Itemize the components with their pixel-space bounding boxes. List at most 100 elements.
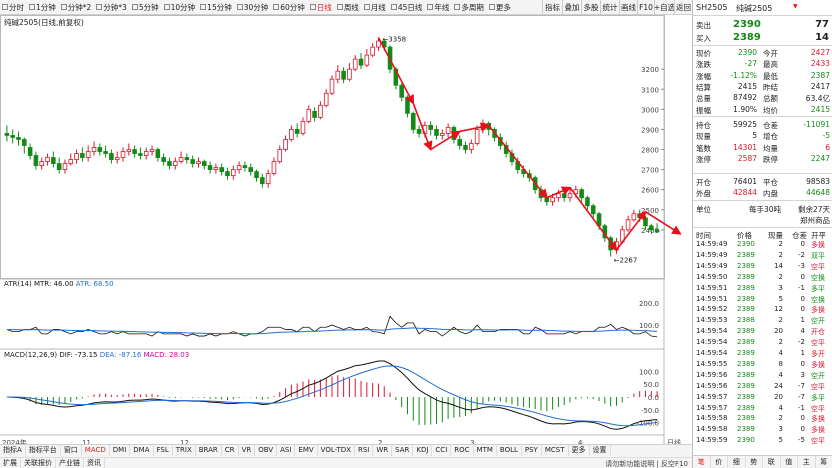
indicator-tab[interactable]: VOL-TDX: [318, 445, 355, 456]
period-button[interactable]: 15分钟: [200, 2, 232, 13]
quote-value: 2387: [810, 70, 830, 80]
period-button[interactable]: 周线: [336, 2, 359, 13]
candle: [56, 157, 62, 174]
period-button[interactable]: 10分钟: [163, 2, 195, 13]
period-button[interactable]: 分钟*2: [60, 2, 91, 13]
indicator-tab[interactable]: DMA: [130, 445, 154, 456]
indicator-tab[interactable]: SAR: [392, 445, 414, 456]
candle: [614, 237, 619, 254]
extension-tab[interactable]: 扩展: [0, 458, 21, 468]
indicator-tab[interactable]: MCST: [542, 445, 569, 456]
trend-arrow[interactable]: [412, 103, 433, 152]
quote-label: 现量: [696, 132, 711, 142]
indicator-tab[interactable]: BRAR: [196, 445, 222, 456]
toolbar-button[interactable]: F10: [637, 0, 654, 15]
checkbox-icon: [363, 4, 370, 10]
candle: [358, 53, 364, 70]
quote-tab[interactable]: 势: [746, 456, 763, 468]
trend-arrow[interactable]: [488, 124, 548, 199]
date-label: 12: [180, 439, 189, 447]
trend-arrow[interactable]: [569, 187, 618, 252]
indicator-tab[interactable]: MACD: [82, 445, 110, 456]
toolbar-button[interactable]: +自选: [654, 0, 675, 15]
quote-label: 外盘: [696, 189, 711, 199]
period-button[interactable]: 多周期: [454, 2, 484, 13]
quote-tab[interactable]: 细: [728, 456, 746, 468]
indicator-tab[interactable]: 指标A: [0, 445, 26, 456]
indicator-tab[interactable]: ROC: [451, 445, 474, 456]
period-button[interactable]: 日线: [309, 2, 332, 13]
extension-tab[interactable]: 产业链: [56, 458, 84, 468]
quote-tab[interactable]: 筹: [816, 456, 832, 468]
period-button[interactable]: 分时: [2, 2, 24, 13]
trend-arrow[interactable]: [459, 122, 491, 133]
price-tick-label: 2400: [641, 227, 659, 235]
indicator-tab[interactable]: FSL: [154, 445, 173, 456]
quote-tab[interactable]: 联: [763, 456, 781, 468]
period-button[interactable]: 1分钟: [29, 2, 56, 13]
candle: [132, 145, 137, 158]
indicator-tab[interactable]: OBV: [255, 445, 278, 456]
quote-value: 5: [752, 131, 757, 141]
trend-arrow[interactable]: [615, 210, 647, 251]
price-tick-label: 3000: [641, 106, 659, 114]
quote-tab[interactable]: 笔: [693, 456, 711, 468]
toolbar-button[interactable]: 统计: [600, 0, 619, 15]
trend-arrow[interactable]: [430, 130, 462, 151]
period-button[interactable]: 45日线: [390, 2, 422, 13]
tick-row: 14:59:51 2389 5 0 空换: [693, 295, 832, 305]
checkbox-icon: [236, 4, 243, 10]
indicator-tab[interactable]: CR: [222, 445, 239, 456]
candle: [352, 55, 358, 72]
high-price-label: ←3358: [382, 35, 406, 43]
indicator-tab[interactable]: PSY: [522, 445, 542, 456]
tick-price: 2389: [737, 359, 755, 368]
indicator-tab[interactable]: 更多: [569, 445, 590, 456]
extension-tab[interactable]: 资讯: [84, 458, 105, 468]
period-button[interactable]: 30分钟: [236, 2, 268, 13]
quote-tab[interactable]: 主: [798, 456, 816, 468]
indicator-tab[interactable]: WR: [373, 445, 393, 456]
indicator-tab[interactable]: ASI: [277, 445, 296, 456]
trend-arrow[interactable]: [645, 211, 682, 235]
indicator-tab[interactable]: DMI: [110, 445, 131, 456]
price-tick-label: 2800: [641, 147, 659, 155]
price-tick-label: 3100: [641, 86, 659, 94]
period-button[interactable]: 60分钟: [273, 2, 305, 13]
period-button[interactable]: 月线: [363, 2, 386, 13]
candle: [410, 111, 416, 134]
indicator-tab[interactable]: TRIX: [173, 445, 196, 456]
quote-tab[interactable]: 价: [711, 456, 728, 468]
toolbar-button[interactable]: 多股: [581, 0, 600, 15]
tick-volume: 2: [778, 338, 783, 347]
quote-tab[interactable]: 值: [781, 456, 798, 468]
indicator-tab[interactable]: BOLL: [497, 445, 522, 456]
indicator-tab[interactable]: CCI: [432, 445, 452, 456]
indicator-tab[interactable]: EMV: [295, 445, 318, 456]
candle: [109, 149, 114, 164]
indicator-tab[interactable]: 指标平台: [26, 445, 61, 456]
candle: [457, 135, 463, 150]
period-button[interactable]: 年线: [427, 2, 449, 13]
trend-arrow[interactable]: [377, 37, 415, 105]
ticks-header-row: 时间 价格 现量 仓差 开平: [693, 229, 832, 240]
indicator-tab[interactable]: 窗口: [61, 445, 82, 456]
indicator-tab[interactable]: MTM: [474, 445, 497, 456]
indicator-tab[interactable]: RSI: [355, 445, 374, 456]
indicator-tab[interactable]: 设置: [590, 445, 611, 456]
trend-arrow[interactable]: [546, 186, 572, 199]
tick-volume: 14: [774, 261, 783, 270]
tick-oi-change: 0: [800, 414, 805, 423]
kline-chart[interactable]: 3200 3100 3000 2900 2800 2700 2600 2500 2400 纯碱25…: [0, 15, 692, 455]
period-button[interactable]: 更多: [488, 2, 511, 13]
indicator-tab[interactable]: VR: [239, 445, 256, 456]
period-button[interactable]: 5分钟: [131, 2, 159, 13]
period-button[interactable]: 分钟*3: [96, 2, 127, 13]
toolbar-button[interactable]: 画线: [619, 0, 637, 15]
extension-tab[interactable]: 关联报价: [21, 458, 56, 468]
toolbar-button[interactable]: 返回: [674, 0, 692, 15]
toolbar-button[interactable]: 指标: [542, 0, 562, 15]
candle: [236, 161, 242, 174]
toolbar-button[interactable]: 叠加: [562, 0, 581, 15]
indicator-tab[interactable]: KDJ: [413, 445, 433, 456]
